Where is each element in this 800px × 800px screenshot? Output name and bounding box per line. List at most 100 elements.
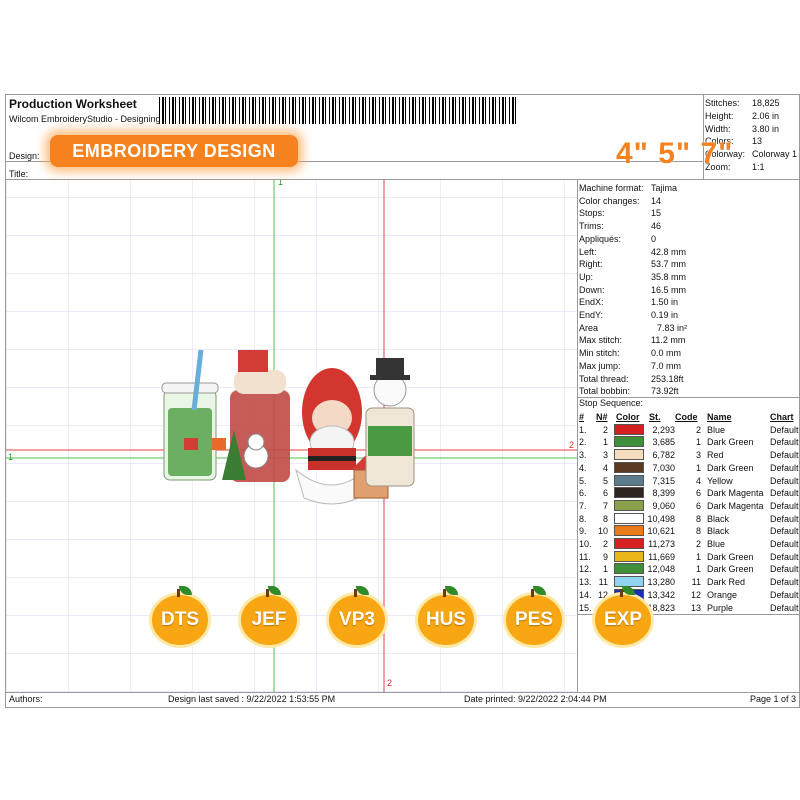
thread-code: 1 [695, 551, 701, 562]
leaf-icon [533, 586, 546, 595]
thread-name: Dark Magenta [707, 500, 764, 511]
summary-label: Zoom: [705, 162, 731, 172]
stop-number: 9. [579, 526, 587, 537]
divider [703, 95, 704, 179]
machine-info-label: Down: [579, 284, 605, 295]
thread-code: 2 [695, 424, 701, 435]
thread-name: Dark Green [707, 564, 754, 575]
stop-sequence-row: 1. 2 2,293 2 Blue Default [579, 423, 800, 437]
thread-chart: Default [770, 437, 799, 448]
machine-info-label: Trims: [579, 221, 604, 232]
thread-name: Dark Red [707, 577, 746, 588]
machine-info-value: 73.92ft [651, 386, 679, 397]
thread-name: Dark Green [707, 551, 754, 562]
stitch-count: 11,273 [648, 539, 675, 549]
design-canvas: 1 2 1 2 [6, 180, 577, 692]
summary-value: 2.06 in [752, 110, 780, 121]
color-swatch [614, 449, 644, 461]
machine-info-label: Min stitch: [579, 348, 620, 359]
thread-code: 6 [695, 500, 701, 511]
machine-info-label: EndX: [579, 297, 604, 308]
summary-label: Colorway: [705, 149, 746, 160]
leaf-icon [445, 586, 458, 595]
christmas-embroidery-artwork [161, 349, 415, 505]
thread-code: 2 [695, 539, 701, 549]
summary-label: Height: [705, 110, 734, 121]
column-header: Code [675, 412, 698, 422]
color-swatch [614, 512, 644, 524]
machine-info-value: 16.5 mm [651, 284, 687, 295]
stop-number: 7. [579, 500, 587, 511]
stop-sequence-row: 4. 4 7,030 1 Dark Green Default [579, 461, 800, 475]
machine-info-label: Left: [579, 246, 597, 257]
machine-info-label: Max jump: [579, 360, 621, 371]
thread-code: 1 [695, 462, 701, 473]
needle-number: 4 [602, 462, 608, 473]
stop-sequence-row: 2. 1 3,685 1 Dark Green Default [579, 436, 800, 449]
needle-number: 3 [602, 450, 608, 461]
stitch-count: 18,823 [647, 602, 675, 613]
format-badge-dts: DTS [149, 586, 211, 648]
thread-code: 8 [695, 513, 701, 524]
design-label: Design: [9, 151, 40, 161]
machine-info-value: 7.0 mm [651, 360, 682, 371]
orange-icon [241, 595, 297, 645]
color-swatch [614, 474, 644, 486]
stem-icon [354, 589, 357, 597]
format-label: HUS [425, 609, 467, 630]
needle-number: 8 [602, 513, 608, 524]
summary-value: 3.80 in [752, 123, 780, 134]
stop-number: 11. [579, 551, 591, 562]
needle-number: 5 [602, 475, 608, 486]
stitch-count: 11,669 [648, 551, 675, 562]
thread-code: 4 [695, 475, 701, 486]
stop-sequence-row: 7. 7 9,060 6 Dark Magenta Default [579, 499, 800, 513]
title-label: Title: [9, 169, 29, 179]
summary-value: 1:1 [752, 162, 765, 172]
thread-code: 13 [690, 602, 701, 613]
machine-info-value: 15 [651, 208, 662, 219]
thread-chart: Default [770, 564, 799, 575]
thread-code: 8 [695, 526, 701, 537]
stop-number: 15. [579, 602, 592, 613]
machine-info-value: 0 [651, 233, 657, 244]
format-badge-vp3: VP3 [326, 586, 388, 648]
thread-chart: Default [770, 488, 799, 499]
stitch-count: 8,399 [652, 488, 675, 499]
color-swatch [614, 436, 644, 448]
needle-number: 10 [597, 526, 608, 537]
thread-code: 3 [695, 450, 701, 461]
divider [577, 179, 578, 692]
software-name: Wilcom EmbroideryStudio - Designing [9, 114, 161, 124]
stitch-count: 6,782 [652, 450, 675, 461]
thread-name: Red [707, 450, 724, 461]
page-number: Page 1 of 3 [750, 694, 797, 704]
leaf-icon [622, 586, 635, 595]
thread-chart: Default [770, 513, 799, 524]
stop-sequence-row: 3. 3 6,782 3 Red Default [579, 449, 800, 462]
divider [6, 179, 799, 180]
machine-info-label: Total thread: [579, 373, 629, 384]
stop-sequence-header: # N# Color St. Code Name Chart [579, 411, 800, 424]
machine-info-value: 1.50 in [651, 297, 679, 308]
machine-info-value: Tajima [651, 183, 678, 193]
stitch-count: 13,280 [647, 577, 675, 588]
machine-info-value: 0.19 in [651, 310, 679, 320]
stem-icon [266, 589, 269, 597]
machine-info-label: Stops: [579, 208, 605, 219]
divider [6, 161, 703, 162]
summary-value: Colorway 1 [752, 149, 798, 160]
leaf-icon [179, 586, 192, 595]
thread-name: Dark Green [707, 462, 754, 473]
stop-number: 1. [579, 424, 587, 435]
stop-sequence-row: 12. 1 12,048 1 Dark Green Default [579, 563, 800, 576]
divider [6, 692, 799, 693]
format-label: VP3 [339, 609, 375, 630]
color-swatch [614, 423, 644, 435]
stop-sequence-row: 9. 10 10,621 8 Black Default [579, 525, 800, 538]
needle-number: 9 [602, 551, 608, 562]
stitch-count: 10,498 [647, 513, 675, 524]
thread-name: Dark Magenta [707, 488, 764, 499]
machine-info-label: Appliqués: [579, 233, 622, 244]
stop-sequence-row: 6. 6 8,399 6 Dark Magenta Default [579, 487, 800, 500]
